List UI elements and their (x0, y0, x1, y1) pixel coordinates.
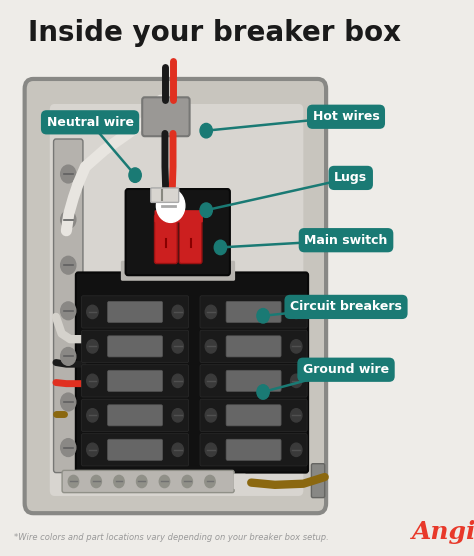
FancyBboxPatch shape (108, 405, 163, 426)
Circle shape (61, 165, 76, 183)
Circle shape (61, 256, 76, 274)
Circle shape (159, 475, 170, 488)
FancyBboxPatch shape (82, 434, 189, 466)
Text: Angi: Angi (412, 520, 474, 544)
Text: Main switch: Main switch (304, 234, 388, 247)
Circle shape (205, 374, 217, 388)
FancyBboxPatch shape (226, 439, 281, 460)
Circle shape (137, 475, 147, 488)
Text: Inside your breaker box: Inside your breaker box (28, 19, 401, 47)
Circle shape (205, 409, 217, 422)
Circle shape (68, 475, 79, 488)
FancyBboxPatch shape (25, 79, 326, 513)
FancyBboxPatch shape (200, 399, 307, 431)
Text: Hot wires: Hot wires (313, 110, 379, 123)
FancyBboxPatch shape (82, 330, 189, 363)
FancyBboxPatch shape (226, 301, 281, 322)
Text: *Wire colors and part locations vary depending on your breaker box setup.: *Wire colors and part locations vary dep… (14, 533, 329, 542)
Circle shape (172, 305, 183, 319)
FancyBboxPatch shape (151, 188, 179, 202)
FancyBboxPatch shape (62, 470, 234, 493)
Circle shape (172, 409, 183, 422)
Circle shape (291, 443, 302, 456)
Circle shape (205, 443, 217, 456)
FancyBboxPatch shape (226, 336, 281, 357)
FancyBboxPatch shape (54, 139, 83, 473)
Circle shape (61, 393, 76, 411)
FancyBboxPatch shape (142, 97, 190, 136)
Circle shape (172, 443, 183, 456)
FancyBboxPatch shape (108, 301, 163, 322)
Circle shape (257, 385, 269, 399)
FancyBboxPatch shape (82, 296, 189, 328)
Circle shape (129, 168, 141, 182)
Circle shape (172, 340, 183, 353)
FancyBboxPatch shape (155, 215, 177, 264)
Circle shape (200, 123, 212, 138)
Text: Lugs: Lugs (334, 171, 367, 185)
FancyBboxPatch shape (82, 399, 189, 431)
FancyBboxPatch shape (108, 336, 163, 357)
Circle shape (291, 340, 302, 353)
Circle shape (291, 409, 302, 422)
FancyBboxPatch shape (200, 296, 307, 328)
Circle shape (87, 374, 98, 388)
Circle shape (87, 409, 98, 422)
Circle shape (200, 203, 212, 217)
Text: Neutral wire: Neutral wire (46, 116, 134, 129)
FancyBboxPatch shape (82, 365, 189, 397)
FancyBboxPatch shape (311, 464, 325, 498)
Circle shape (214, 240, 227, 255)
Circle shape (182, 475, 192, 488)
FancyBboxPatch shape (226, 370, 281, 391)
FancyBboxPatch shape (108, 370, 163, 391)
Circle shape (291, 374, 302, 388)
Circle shape (291, 305, 302, 319)
Circle shape (205, 305, 217, 319)
Text: Circuit breakers: Circuit breakers (290, 300, 402, 314)
Circle shape (172, 374, 183, 388)
Circle shape (61, 302, 76, 320)
FancyBboxPatch shape (155, 210, 203, 222)
Circle shape (205, 475, 215, 488)
Circle shape (87, 340, 98, 353)
FancyBboxPatch shape (76, 272, 308, 473)
FancyBboxPatch shape (126, 189, 230, 275)
Circle shape (61, 348, 76, 365)
FancyBboxPatch shape (200, 330, 307, 363)
Circle shape (257, 309, 269, 323)
Circle shape (91, 475, 101, 488)
Circle shape (61, 211, 76, 229)
FancyBboxPatch shape (121, 261, 235, 281)
Circle shape (156, 189, 185, 222)
Circle shape (61, 439, 76, 456)
FancyBboxPatch shape (50, 104, 303, 496)
FancyBboxPatch shape (179, 215, 202, 264)
FancyBboxPatch shape (234, 474, 246, 489)
Circle shape (87, 443, 98, 456)
FancyBboxPatch shape (226, 405, 281, 426)
FancyBboxPatch shape (200, 434, 307, 466)
FancyBboxPatch shape (200, 365, 307, 397)
Circle shape (205, 340, 217, 353)
FancyBboxPatch shape (108, 439, 163, 460)
Circle shape (87, 305, 98, 319)
Circle shape (114, 475, 124, 488)
Text: Ground wire: Ground wire (303, 363, 389, 376)
